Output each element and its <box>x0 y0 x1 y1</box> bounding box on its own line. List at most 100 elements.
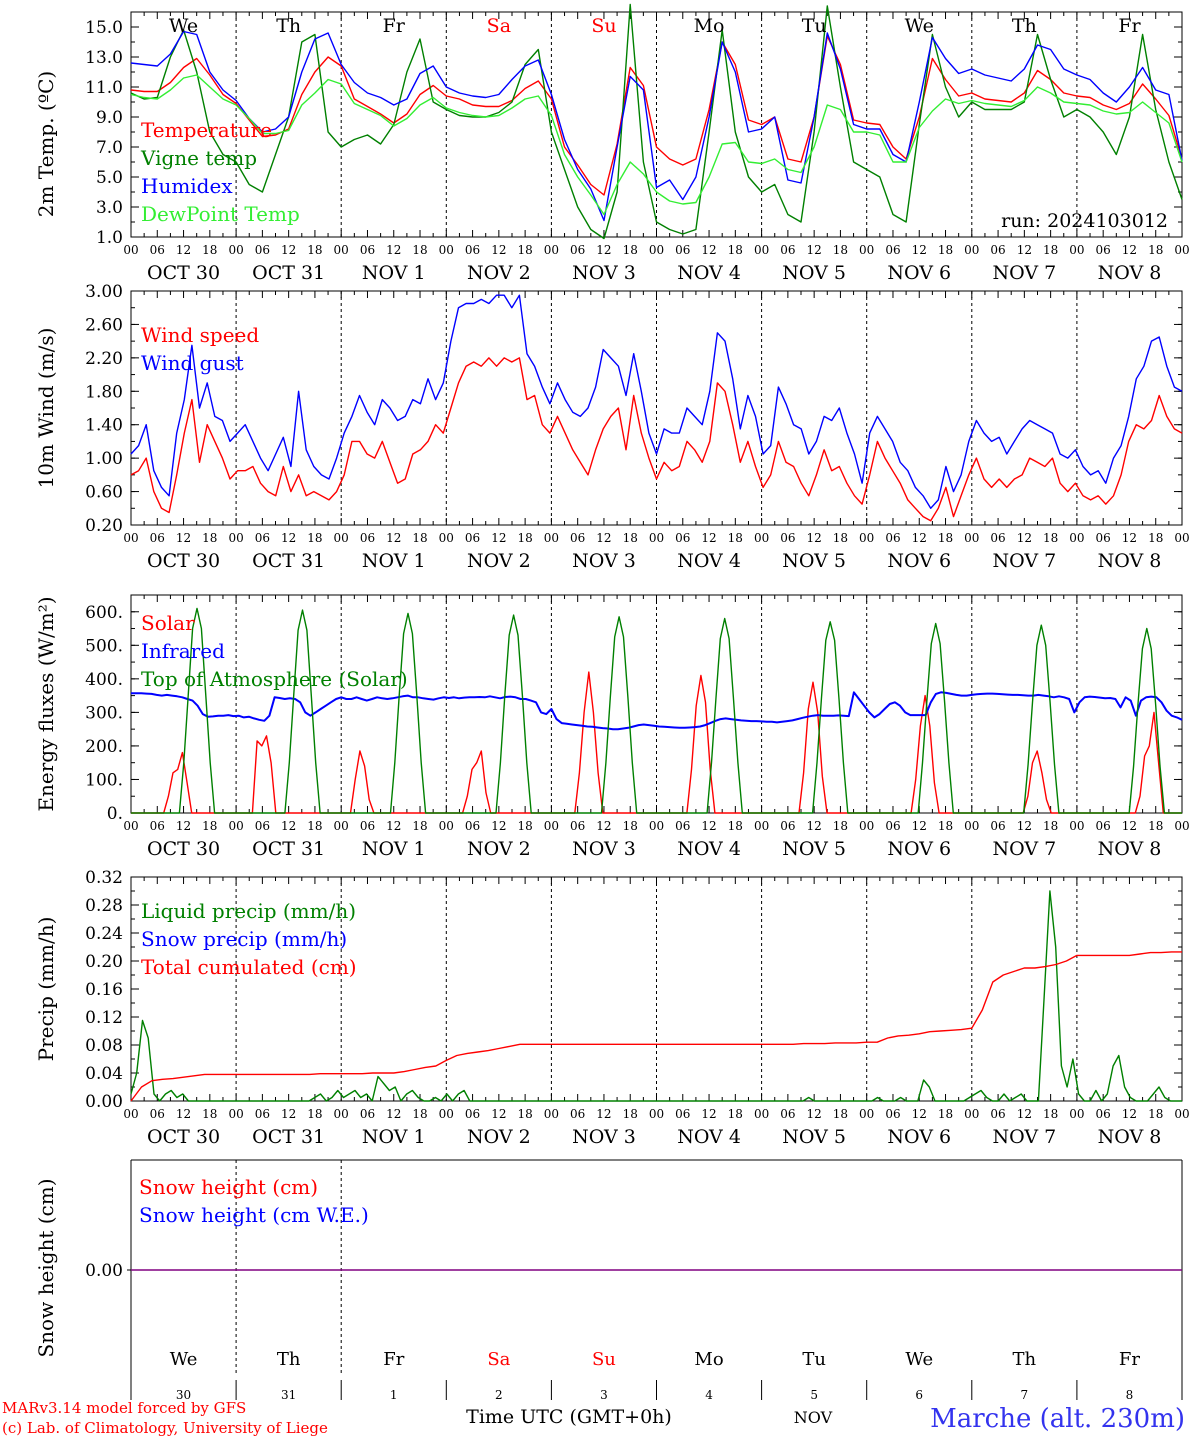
hour-tick-label: 06 <box>885 819 900 833</box>
hour-tick-label: 18 <box>1148 1107 1163 1121</box>
hour-tick-label: 18 <box>517 243 532 257</box>
hour-tick-label: 00 <box>859 531 874 545</box>
hour-tick-label: 12 <box>701 819 716 833</box>
date-label: NOV 4 <box>677 550 741 572</box>
station-label: Marche (alt. 230m) <box>930 1404 1185 1434</box>
hour-tick-label: 18 <box>202 531 217 545</box>
date-label: NOV 8 <box>1098 838 1162 860</box>
date-label: NOV 4 <box>677 838 741 860</box>
y-tick-label: 2.60 <box>85 315 123 335</box>
day-abbr-label: Su <box>591 15 616 37</box>
day-number-label: 1 <box>390 1388 398 1402</box>
legend-entry: Snow height (cm W.E.) <box>139 1203 369 1227</box>
hour-tick-label: 12 <box>1017 819 1032 833</box>
hour-tick-label: 18 <box>412 243 427 257</box>
y-axis-label: Snow height (cm) <box>34 1178 58 1357</box>
y-tick-label: 600. <box>85 603 123 623</box>
hour-tick-label: 00 <box>649 1107 664 1121</box>
day-abbr-label: Th <box>276 15 301 37</box>
date-label: OCT 30 <box>147 838 220 860</box>
hour-tick-label: 18 <box>307 243 322 257</box>
date-label: NOV 6 <box>887 262 951 284</box>
y-tick-label: 400. <box>85 670 123 690</box>
date-label: NOV 3 <box>572 262 636 284</box>
hour-tick-label: 06 <box>360 531 375 545</box>
hour-tick-label: 12 <box>701 1107 716 1121</box>
hour-tick-label: 00 <box>1069 531 1084 545</box>
hour-tick-label: 12 <box>807 1107 822 1121</box>
y-tick-label: 7.0 <box>96 138 123 158</box>
hour-tick-label: 06 <box>255 531 270 545</box>
day-abbr-label: Sa <box>487 15 511 37</box>
hour-tick-label: 06 <box>675 819 690 833</box>
series-line-wind-speed <box>130 357 1183 522</box>
hour-tick-label: 12 <box>281 531 296 545</box>
series-line-wind-gust <box>130 294 1183 509</box>
hour-tick-label: 00 <box>439 531 454 545</box>
date-label: NOV 8 <box>1098 262 1162 284</box>
y-tick-label: 200. <box>85 737 123 757</box>
date-label: NOV 7 <box>992 262 1056 284</box>
hour-tick-label: 00 <box>1174 531 1189 545</box>
hour-tick-label: 06 <box>570 819 585 833</box>
legend-entry: Solar <box>141 611 195 635</box>
day-abbr-label: Tu <box>802 1349 826 1370</box>
hour-tick-label: 12 <box>281 819 296 833</box>
hour-tick-label: 06 <box>255 1107 270 1121</box>
panel-4: 0.00 0.04 0.08 0.12 0.16 0.20 0.24 0.28 0.32 00 06… <box>34 868 1190 1148</box>
date-label: NOV 5 <box>782 262 846 284</box>
hour-tick-label: 06 <box>885 243 900 257</box>
date-label: NOV 6 <box>887 550 951 572</box>
y-axis-label: Precip (mm/h) <box>34 917 58 1062</box>
date-label: OCT 31 <box>252 1126 325 1148</box>
hour-tick-label: 06 <box>360 243 375 257</box>
y-tick-label: 13.0 <box>85 48 123 68</box>
legend-entry: Snow precip (mm/h) <box>141 927 347 951</box>
hour-tick-label: 12 <box>386 1107 401 1121</box>
hour-tick-label: 06 <box>255 819 270 833</box>
legend-entry: Top of Atmosphere (Solar) <box>141 667 408 691</box>
y-tick-label: 3.0 <box>96 198 123 218</box>
hour-tick-label: 12 <box>1017 531 1032 545</box>
y-tick-label: 0.00 <box>85 1261 123 1281</box>
date-label: NOV 5 <box>782 550 846 572</box>
day-abbr-label: Mo <box>694 1349 723 1370</box>
day-number-label: 8 <box>1126 1388 1134 1402</box>
hour-tick-label: 18 <box>728 243 743 257</box>
hour-tick-label: 06 <box>990 819 1005 833</box>
hour-tick-label: 00 <box>1069 819 1084 833</box>
y-tick-label: 0.28 <box>85 896 123 916</box>
hour-tick-label: 12 <box>807 531 822 545</box>
hour-tick-label: 00 <box>123 531 138 545</box>
day-abbr-label: Th <box>1013 1349 1037 1370</box>
hour-tick-label: 12 <box>281 243 296 257</box>
hour-tick-label: 12 <box>596 243 611 257</box>
hour-tick-label: 06 <box>885 1107 900 1121</box>
day-number-label: 6 <box>915 1388 923 1402</box>
day-abbr-label: We <box>170 1349 198 1370</box>
date-label: OCT 31 <box>252 838 325 860</box>
legend-entry: Liquid precip (mm/h) <box>141 899 356 923</box>
y-tick-label: 0. <box>107 804 123 824</box>
hour-tick-label: 18 <box>938 819 953 833</box>
hour-tick-label: 18 <box>833 243 848 257</box>
hour-tick-label: 06 <box>255 243 270 257</box>
hour-tick-label: 18 <box>412 531 427 545</box>
hour-tick-label: 00 <box>754 1107 769 1121</box>
day-abbr-label: Su <box>592 1349 616 1370</box>
day-abbr-label: We <box>905 15 934 37</box>
hour-tick-label: 18 <box>517 1107 532 1121</box>
hour-tick-label: 06 <box>465 531 480 545</box>
date-label: NOV 6 <box>887 838 951 860</box>
hour-tick-label: 00 <box>1174 1107 1189 1121</box>
credit-line-1: MARv3.14 model forced by GFS <box>2 1399 246 1417</box>
hour-tick-label: 06 <box>1096 1107 1111 1121</box>
y-tick-label: 2.20 <box>85 349 123 369</box>
y-tick-label: 0.32 <box>85 868 123 888</box>
hour-tick-label: 12 <box>1122 531 1137 545</box>
hour-tick-label: 12 <box>596 819 611 833</box>
hour-tick-label: 00 <box>123 243 138 257</box>
hour-tick-label: 00 <box>228 1107 243 1121</box>
series-line-infrared <box>131 691 1183 731</box>
